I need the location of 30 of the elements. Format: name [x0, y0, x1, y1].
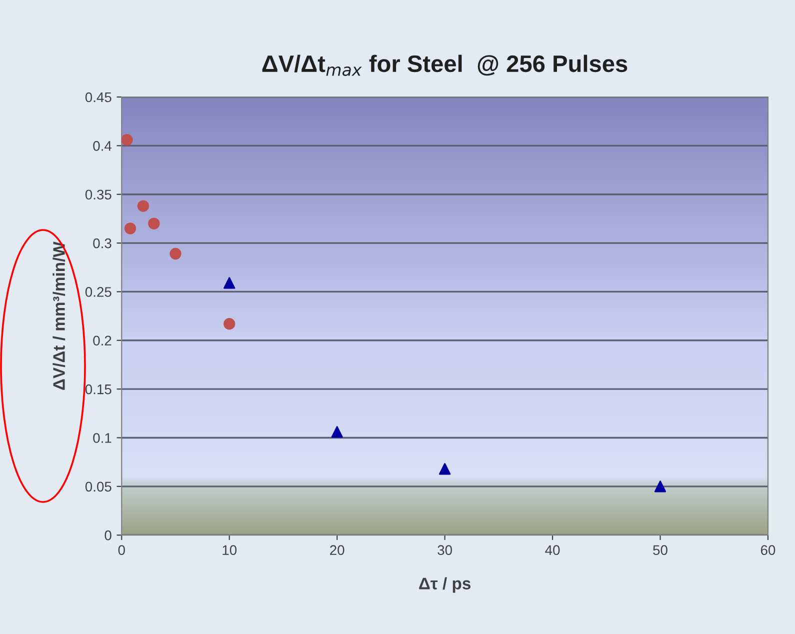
- x-tick-label: 0: [118, 545, 125, 556]
- x-tick-label: 30: [438, 545, 452, 556]
- chart-title: ΔV/Δt$_{max}$ for Steel @ 256 Pulses: [262, 54, 628, 76]
- y-tick-label: 0.1: [93, 433, 112, 443]
- y-tick-label: 0.3: [93, 238, 112, 248]
- x-tick-label: 60: [760, 545, 776, 556]
- point: [654, 480, 666, 492]
- y-axis-title: ΔV/Δt / mm³/min/W: [52, 242, 66, 390]
- y-tick-label: 0: [104, 530, 112, 540]
- point: [170, 248, 182, 260]
- point: [331, 426, 343, 438]
- point: [124, 222, 136, 234]
- y-tick-label: 0.15: [85, 384, 112, 394]
- point: [438, 463, 451, 475]
- point: [137, 200, 150, 212]
- y-tick-label: 0.25: [85, 287, 112, 297]
- y-tick-label: 0.4: [93, 141, 112, 151]
- x-tick-label: 20: [330, 545, 344, 556]
- x-axis-title: Δτ / ps: [419, 577, 470, 593]
- point: [148, 218, 160, 230]
- point: [122, 134, 133, 146]
- x-tick-label: 10: [222, 545, 237, 556]
- y-tick-label: 0.2: [93, 336, 112, 346]
- x-tick-label: 50: [653, 545, 668, 556]
- x-tick-label: 40: [545, 545, 560, 556]
- point: [224, 277, 236, 289]
- y-tick-label: 0.35: [85, 190, 112, 200]
- y-tick-label: 0.05: [85, 482, 112, 492]
- y-tick-label: 0.45: [85, 92, 112, 102]
- point: [224, 318, 236, 330]
